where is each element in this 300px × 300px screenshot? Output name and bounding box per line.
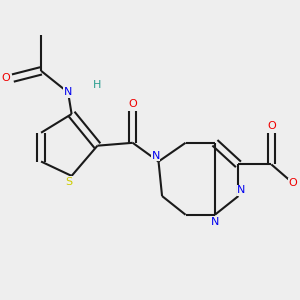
Text: N: N — [64, 87, 72, 98]
Text: O: O — [1, 73, 10, 83]
Text: O: O — [267, 121, 276, 130]
Text: H: H — [93, 80, 102, 90]
Text: N: N — [237, 185, 245, 195]
Text: O: O — [128, 99, 137, 109]
Text: S: S — [65, 177, 72, 187]
Text: N: N — [211, 217, 219, 227]
Text: O: O — [288, 178, 297, 188]
Text: N: N — [152, 151, 160, 161]
